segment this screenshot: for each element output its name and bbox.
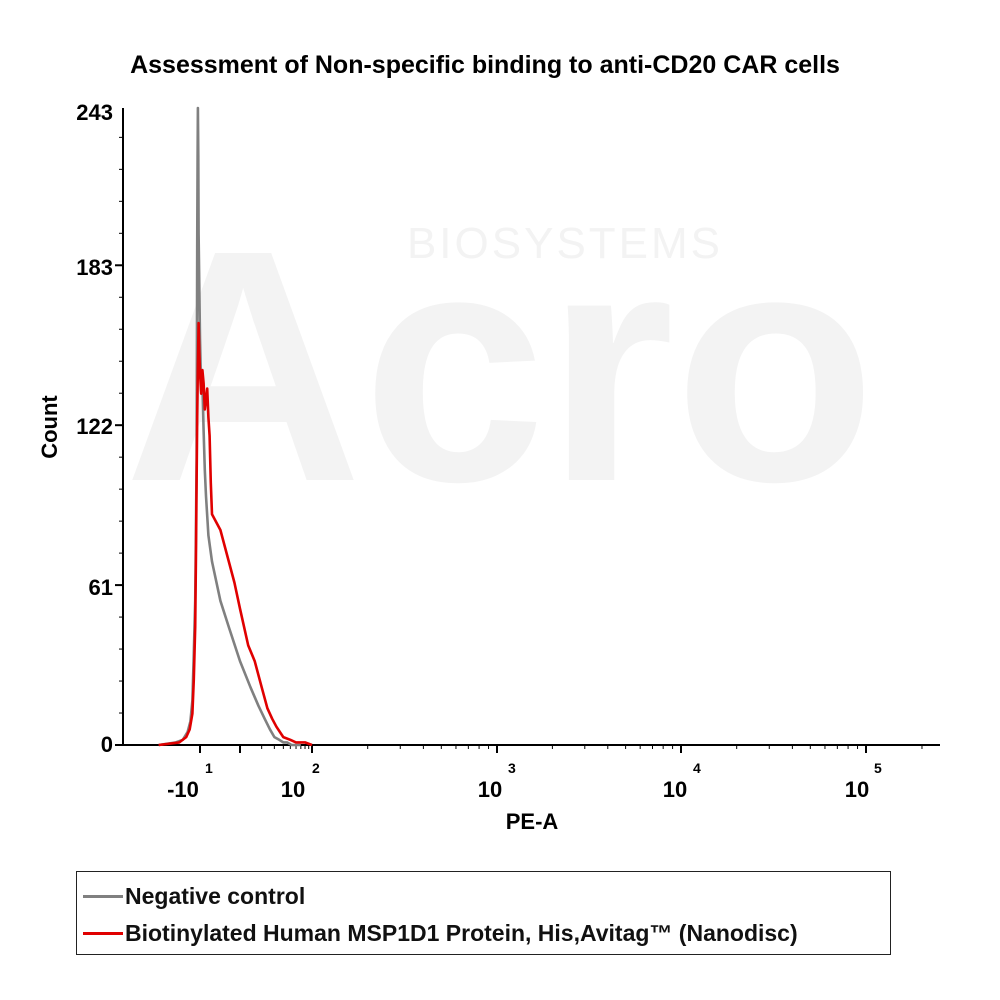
watermark: Acro BIOSYSTEMS: [124, 181, 876, 550]
series-layer: [158, 106, 313, 747]
legend-label: Negative control: [125, 882, 306, 909]
y-tick-label: 122: [76, 414, 113, 439]
axes: [115, 108, 940, 753]
x-tick-label: 10: [845, 777, 869, 802]
legend-swatch-red: [83, 931, 123, 935]
y-tick-label: 183: [76, 255, 113, 280]
x-tick-label: 10: [478, 777, 502, 802]
y-tick-label: 61: [89, 575, 113, 600]
chart-title: Assessment of Non-specific binding to an…: [130, 51, 840, 79]
series-line-msp1d1-protein: [158, 321, 313, 747]
watermark-subtitle: BIOSYSTEMS: [407, 219, 723, 268]
y-axis-ticks: 0 61 122 183 243: [76, 100, 113, 757]
chart-legend: Negative control Biotinylated Human MSP1…: [76, 871, 891, 955]
y-tick-label: 243: [76, 100, 113, 125]
x-tick-exponent: 3: [508, 760, 516, 776]
x-axis-label: PE-A: [506, 809, 559, 834]
x-tick-exponent: 4: [693, 760, 701, 776]
watermark-brand: Acro: [124, 181, 876, 550]
x-tick-exponent: 2: [312, 760, 320, 776]
x-tick-label: 10: [663, 777, 687, 802]
x-tick-label: -10: [167, 777, 199, 802]
y-tick-label: 0: [101, 732, 113, 757]
x-tick-exponent: 5: [874, 760, 882, 776]
x-tick-exponent: 1: [205, 760, 213, 776]
legend-swatch-gray: [83, 894, 123, 898]
x-tick-label: 10: [281, 777, 305, 802]
x-axis-ticks: -10 1 10 2 10 3 10 4 10 5: [167, 760, 882, 802]
y-axis-label: Count: [37, 395, 62, 459]
legend-item-negative-control: Negative control: [83, 879, 305, 913]
legend-label: Biotinylated Human MSP1D1 Protein, His,A…: [125, 919, 798, 946]
legend-item-msp1d1-protein: Biotinylated Human MSP1D1 Protein, His,A…: [83, 916, 798, 950]
